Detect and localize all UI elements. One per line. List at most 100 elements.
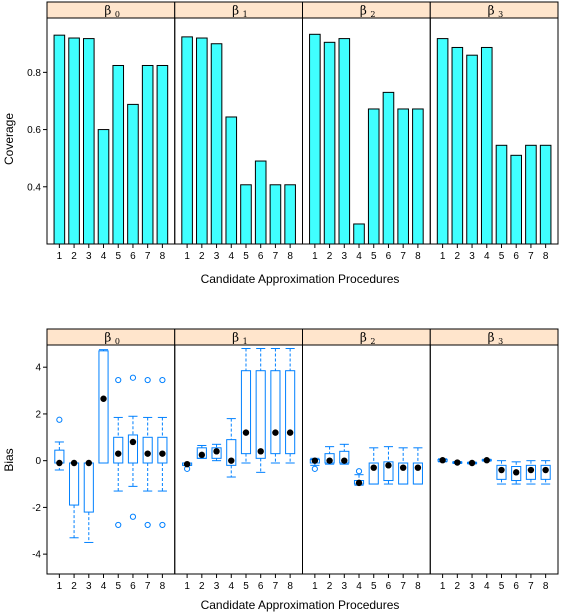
box-body-0-7 [157,436,168,464]
bottom-x-tick-label-2-5: 6 [386,581,392,592]
box-mean-dot-0-1 [70,459,78,467]
top-x-tick-label-1-1: 2 [199,251,205,262]
bottom-x-tick-label-2-7: 8 [415,581,421,592]
bottom-x-tick-label-3-3: 4 [484,581,490,592]
bottom-x-tick-label-2-4: 5 [371,581,377,592]
top-x-tick-label-2-1: 2 [327,251,333,262]
top-x-tick-label-0-4: 5 [115,251,121,262]
box-mean-dot-0-3 [100,395,107,402]
box-mean-dot-3-4 [498,466,505,474]
top-x-tick-label-3-0: 1 [440,251,446,262]
top-x-tick-label-0-3: 4 [101,251,107,262]
box-body-3-5 [511,466,522,482]
top-x-tick-label-1-4: 5 [243,251,249,262]
top-x-tick-label-2-5: 6 [386,251,392,262]
top-y-tick-label-2: 0.8 [27,68,41,79]
box-mean-dot-1-4 [242,429,250,436]
box-body-2-7 [412,462,423,485]
box-body-2-6 [398,462,409,485]
box-mean-dot-3-7 [542,466,549,474]
box-body-0-6 [142,436,153,464]
coverage-bar-0-0 [53,34,66,245]
top-x-tick-label-2-7: 8 [415,251,421,262]
bottom-panel-frame-2 [302,344,431,575]
coverage-bar-1-0 [181,36,193,245]
box-body-1-5 [255,370,266,459]
coverage-bar-1-7 [284,184,296,245]
bottom-y-tick-label-1: -2 [32,503,41,514]
box-mean-dot-1-7 [286,429,294,436]
bottom-y-tick-label-2: 0 [35,456,41,467]
coverage-bar-0-3 [97,129,110,245]
box-outlier-2-0-0 [311,465,318,472]
bottom-x-tick-label-1-3: 4 [228,581,234,592]
top-x-tick-label-0-6: 7 [145,251,151,262]
box-mean-dot-3-0 [439,457,446,464]
box-mean-dot-2-2 [341,457,348,464]
box-mean-dot-0-2 [85,459,92,467]
top-x-tick-label-2-3: 4 [356,251,362,262]
bottom-y-axis-title: Bias [2,448,16,471]
top-x-tick-label-3-2: 3 [469,251,475,262]
top-y-tick-label-1: 0.6 [27,125,41,136]
box-outlier-0-4-0 [115,376,122,384]
box-body-1-7 [285,370,296,455]
box-mean-dot-1-2 [213,448,220,455]
coverage-bar-1-6 [269,184,282,245]
coverage-bar-2-3 [353,223,365,245]
box-mean-dot-0-4 [115,450,122,457]
box-body-1-6 [270,370,281,455]
top-strip-label-0: β [104,4,111,18]
box-body-1-3 [226,439,237,466]
box-mean-dot-3-2 [468,459,476,467]
box-mean-dot-1-0 [183,460,191,468]
top-x-tick-label-1-2: 3 [214,251,220,262]
bottom-x-tick-label-1-7: 8 [287,581,293,592]
top-x-tick-label-1-6: 7 [273,251,279,262]
coverage-bar-0-5 [127,103,139,245]
bottom-x-tick-label-3-0: 1 [440,581,446,592]
bottom-x-tick-label-1-1: 2 [199,581,205,592]
box-outlier-2-3-0 [355,468,363,475]
top-x-tick-label-0-7: 8 [160,251,166,262]
top-x-tick-label-1-0: 1 [184,251,190,262]
box-outlier-0-4-1 [115,521,122,529]
box-outlier-0-6-1 [144,521,151,529]
coverage-bar-0-6 [141,64,154,245]
top-x-tick-label-3-7: 8 [543,251,549,262]
box-mean-dot-1-3 [228,457,235,464]
top-x-tick-label-2-2: 3 [342,251,348,262]
bottom-x-tick-label-3-6: 7 [528,581,534,592]
bottom-panel-frame-1 [174,344,303,575]
box-mean-dot-2-7 [414,464,422,471]
bottom-panel-frame-3 [429,344,559,575]
coverage-bar-3-3 [480,46,493,245]
bottom-y-tick-label-0: -4 [32,550,41,561]
top-strip-sub-0: 0 [115,10,120,19]
coverage-bar-1-4 [240,184,252,245]
bottom-x-tick-label-0-3: 4 [101,581,107,592]
box-outlier-0-7-0 [159,376,166,384]
box-mean-dot-3-5 [513,469,520,476]
top-x-tick-label-3-6: 7 [528,251,534,262]
bottom-y-tick-label-3: 2 [35,409,41,420]
coverage-bar-2-7 [412,108,424,245]
bottom-x-tick-label-2-6: 7 [400,581,406,592]
bias-box-plot: β 01 2 3 4 5 6 7 8β 11 2 3 4 5 6 7 8β 21 2 3 4 5 6 7 8β 31 2 3 4 5 6 7 8… [32,328,559,592]
bottom-x-tick-label-3-7: 8 [543,581,549,592]
coverage-bar-1-2 [210,43,223,245]
top-strip-sub-2: 2 [370,10,375,19]
top-x-tick-label-3-4: 5 [499,251,505,262]
top-strip-label-2: β [360,4,367,18]
top-strip-label-3: β [488,4,495,18]
box-mean-dot-0-6 [144,450,151,457]
bottom-x-tick-label-0-1: 2 [71,581,77,592]
box-mean-dot-3-1 [454,459,461,466]
bottom-x-tick-label-1-6: 7 [273,581,279,592]
bottom-x-tick-label-2-1: 2 [327,581,333,592]
bottom-x-tick-label-1-4: 5 [243,581,249,592]
top-x-tick-label-0-5: 6 [130,251,136,262]
top-x-tick-label-1-5: 6 [258,251,264,262]
bottom-y-tick-label-4: 4 [35,363,41,374]
box-body-3-4 [496,464,507,480]
